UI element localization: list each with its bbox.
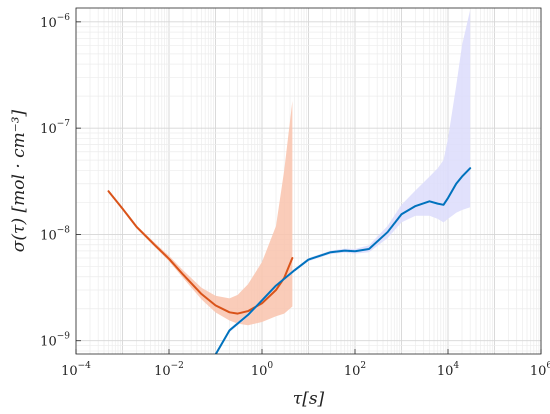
x-tick-label: 106	[530, 361, 550, 379]
series-lines	[107, 167, 472, 354]
y-tick-label: 10−7	[40, 119, 70, 137]
series-1-confidence-band	[108, 101, 293, 326]
plot-frame	[75, 7, 542, 355]
x-tick-label: 102	[344, 361, 366, 379]
axis-ticks: 10−4 10−2 100 102 104 106 10−9 10−8 10−7 10−6	[40, 13, 550, 379]
series-1-line	[107, 190, 294, 315]
series-2-line	[214, 167, 472, 354]
x-tick-label: 104	[437, 361, 460, 379]
y-tick-label: 10−9	[40, 332, 70, 350]
y-tick-label: 10−6	[40, 13, 70, 31]
x-tick-label: 10−2	[154, 361, 184, 379]
y-tick-label: 10−8	[40, 225, 70, 243]
x-tick-label: 10−4	[61, 361, 91, 379]
y-axis-label: σ(τ) [mol · cm⁻³]	[9, 109, 29, 252]
x-axis-label: τ[s]	[293, 389, 325, 409]
x-tick-label: 100	[251, 361, 274, 379]
